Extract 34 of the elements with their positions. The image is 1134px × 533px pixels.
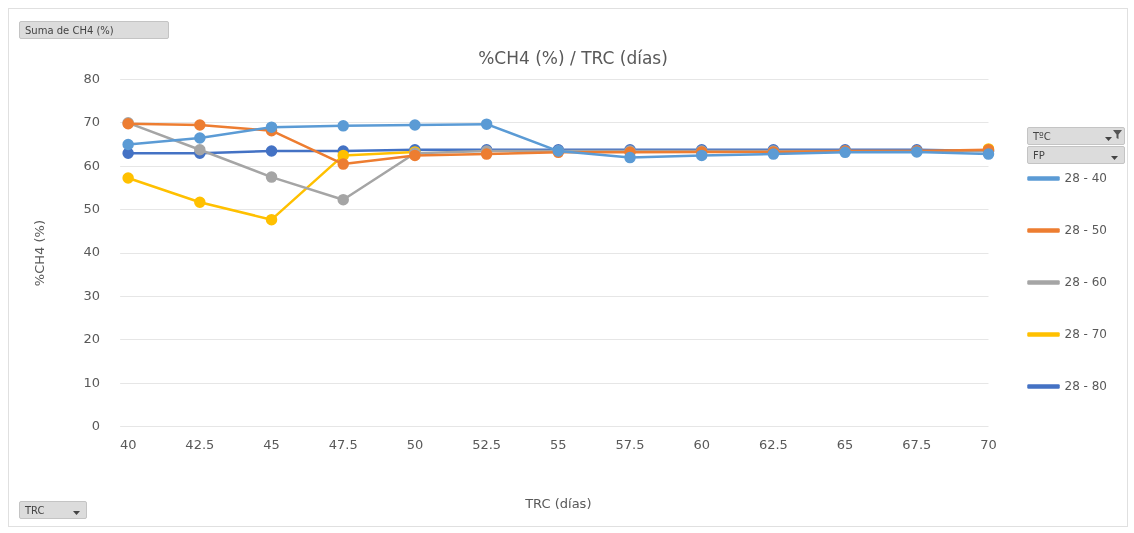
legend-label: 28 - 80 [1064,378,1107,393]
legend-label: 28 - 60 [1064,274,1107,289]
x-tick-label: 67.5 [902,436,932,452]
y-tick-label: 40 [83,244,101,260]
x-axis-title: TRC (días) [524,495,592,511]
text: TRC [25,505,45,516]
y-tick-label: 80 [83,70,101,86]
x-tick-label: 52.5 [472,436,502,452]
text: Suma de CH4 (%) [25,25,114,36]
y-tick-label: 10 [83,374,101,390]
y-tick-label: 60 [83,157,101,173]
y-tick-label: 0 [91,418,101,434]
x-tick-label: 47.5 [328,436,358,452]
y-tick-label: 70 [83,114,101,130]
y-tick-label: 30 [83,287,101,303]
x-tick-label: 62.5 [758,436,788,452]
legend-label: 28 - 50 [1064,222,1107,237]
chart-title: %CH4 (%) / TRC (días) [478,47,668,68]
x-tick-label: 70 [980,436,997,452]
x-tick-label: 57.5 [615,436,645,452]
x-tick-label: 65 [836,436,854,452]
x-tick-label: 40 [119,436,137,452]
x-tick-label: 45 [263,436,280,452]
y-tick-label: 50 [83,201,101,217]
legend-label: 28 - 70 [1064,326,1107,341]
x-tick-label: 50 [406,436,424,452]
x-tick-label: 60 [693,436,710,452]
legend-label: 28 - 40 [1064,170,1107,185]
x-tick-label: 55 [550,436,567,452]
x-tick-label: 42.5 [185,436,215,452]
y-tick-label: 20 [83,331,101,347]
y-axis-title: %CH4 (%) [32,220,48,287]
text: FP [1033,150,1045,161]
text: TºC [1033,131,1051,142]
